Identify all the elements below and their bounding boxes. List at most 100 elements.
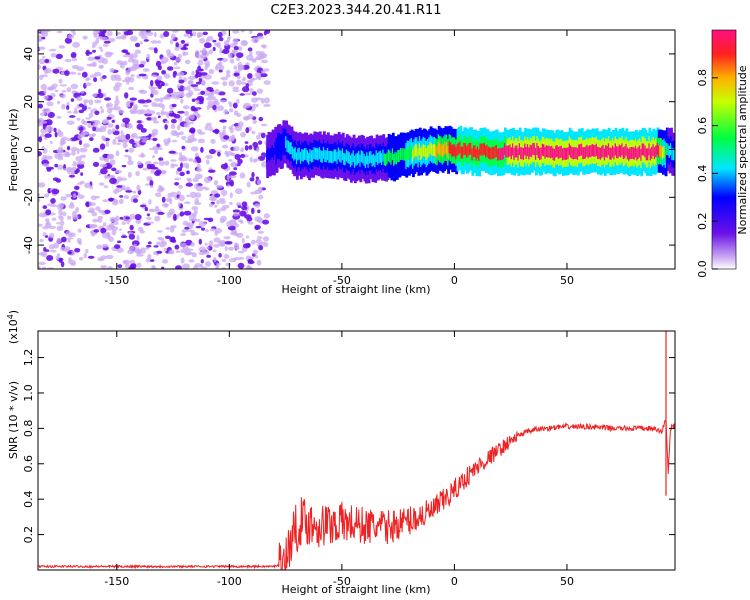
noise-blob	[241, 237, 245, 244]
noise-blob	[127, 58, 136, 63]
noise-blob	[83, 252, 87, 259]
noise-blob	[80, 131, 86, 138]
y-tick-label: 0.8	[22, 420, 35, 438]
y-tick-label: 0.6	[22, 455, 35, 473]
colorbar-tick-label: 0.0	[696, 260, 709, 278]
noise-blob	[139, 204, 147, 208]
noise-blob	[106, 116, 112, 120]
noise-blob	[213, 237, 221, 243]
noise-blob	[256, 236, 263, 240]
noise-blob	[66, 120, 75, 125]
noise-blob	[68, 174, 76, 178]
noise-blob	[114, 244, 121, 249]
y-tick-label: -20	[22, 188, 35, 206]
noise-blob	[76, 66, 85, 71]
noise-blob	[127, 249, 134, 255]
noise-blob	[190, 229, 196, 236]
noise-blob	[213, 98, 219, 104]
noise-blob	[128, 233, 136, 240]
noise-blob	[163, 73, 171, 79]
noise-blob	[112, 189, 119, 195]
noise-blob	[90, 108, 94, 115]
noise-blob	[220, 76, 228, 81]
noise-blob	[154, 170, 161, 176]
noise-blob	[224, 241, 233, 245]
noise-blob	[129, 102, 134, 107]
noise-blob	[92, 218, 99, 223]
noise-blob	[67, 251, 72, 255]
noise-blob	[166, 49, 171, 55]
noise-blob	[134, 140, 141, 144]
noise-blob	[64, 37, 72, 44]
noise-blob	[99, 106, 103, 109]
noise-blob	[77, 163, 85, 169]
noise-blob	[229, 127, 234, 134]
noise-blob	[124, 76, 131, 82]
noise-blob	[99, 143, 106, 150]
noise-blob	[216, 262, 221, 266]
x-tick-label: -150	[104, 274, 129, 287]
colorbar-tick-label: 0.4	[696, 165, 709, 183]
noise-blob	[38, 46, 46, 51]
noise-blob	[253, 67, 258, 72]
noise-blob	[60, 236, 67, 243]
noise-blob	[140, 127, 147, 133]
noise-blob	[223, 236, 231, 240]
noise-blob	[48, 225, 57, 230]
noise-blob	[171, 103, 177, 108]
noise-blob	[176, 124, 181, 131]
noise-blob	[146, 176, 153, 182]
noise-blob	[151, 89, 159, 96]
noise-blob	[55, 204, 63, 208]
noise-blob	[217, 91, 226, 96]
noise-blob	[57, 130, 64, 138]
noise-blob	[153, 103, 161, 108]
noise-blob	[236, 75, 241, 80]
noise-blob	[164, 160, 170, 166]
noise-blob	[120, 123, 126, 128]
noise-blob	[258, 116, 264, 122]
noise-blob	[78, 126, 84, 131]
noise-blob	[126, 160, 134, 166]
noise-blob	[155, 241, 163, 246]
noise-blob	[83, 143, 90, 148]
noise-blob	[120, 139, 129, 144]
noise-blob	[44, 133, 52, 138]
noise-blob	[228, 80, 235, 87]
noise-blob	[102, 43, 109, 47]
noise-blob	[171, 91, 180, 97]
noise-blob	[111, 229, 117, 236]
noise-blob	[198, 77, 203, 83]
noise-blob	[181, 229, 187, 233]
noise-blob	[153, 245, 159, 248]
noise-blob	[136, 123, 144, 130]
noise-blob	[255, 176, 259, 180]
noise-blob	[206, 86, 214, 92]
noise-blob	[219, 199, 226, 204]
noise-blob	[87, 106, 92, 110]
noise-blob	[183, 86, 188, 91]
noise-blob	[129, 224, 134, 231]
noise-blob	[50, 52, 57, 58]
noise-blob	[184, 43, 189, 47]
noise-blob	[42, 266, 46, 269]
noise-blob	[252, 91, 257, 96]
noise-blob	[218, 240, 227, 244]
noise-blob	[150, 74, 157, 77]
noise-blob	[125, 133, 131, 140]
noise-blob	[196, 114, 201, 119]
noise-blob	[78, 194, 85, 199]
noise-blob	[87, 210, 95, 213]
noise-blob	[179, 242, 187, 248]
noise-blob	[220, 207, 227, 212]
noise-blob	[95, 37, 100, 44]
noise-blob	[177, 53, 182, 59]
noise-blob	[233, 257, 242, 261]
noise-blob	[228, 108, 234, 113]
noise-blob	[128, 147, 135, 153]
noise-blob	[43, 193, 50, 198]
noise-blob	[240, 30, 245, 33]
noise-blob	[152, 265, 157, 269]
noise-blob	[138, 64, 145, 68]
noise-blob	[192, 107, 198, 112]
